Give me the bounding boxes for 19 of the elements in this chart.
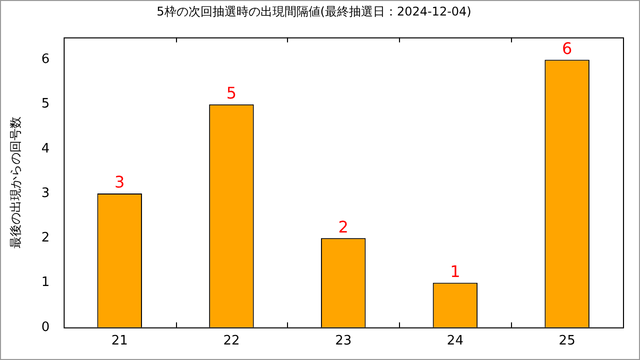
y-tick-label: 6	[41, 52, 50, 68]
data-label: 3	[114, 172, 125, 192]
data-label: 1	[450, 262, 460, 281]
y-tick-label: 1	[41, 275, 50, 290]
y-tick-label: 0	[41, 320, 50, 335]
y-axis-title: 最後の出現からの回号数	[8, 116, 22, 248]
data-label: 5	[226, 83, 237, 102]
x-tick-label: 25	[558, 334, 576, 349]
y-tick-label: 3	[41, 186, 50, 201]
y-tick-label: 4	[41, 141, 50, 156]
x-tick-label: 21	[111, 334, 128, 349]
chart-title: 5枠の次回抽選時の出現間隔値(最終抽選日：2024-12-04)	[156, 4, 472, 18]
data-label: 6	[562, 38, 572, 58]
data-label: 2	[338, 217, 348, 236]
y-tick-label: 2	[41, 230, 50, 246]
x-tick-label: 24	[446, 334, 464, 349]
y-tick-label: 5	[41, 96, 50, 112]
x-tick-label: 23	[335, 334, 352, 349]
x-tick-label: 22	[223, 334, 240, 349]
